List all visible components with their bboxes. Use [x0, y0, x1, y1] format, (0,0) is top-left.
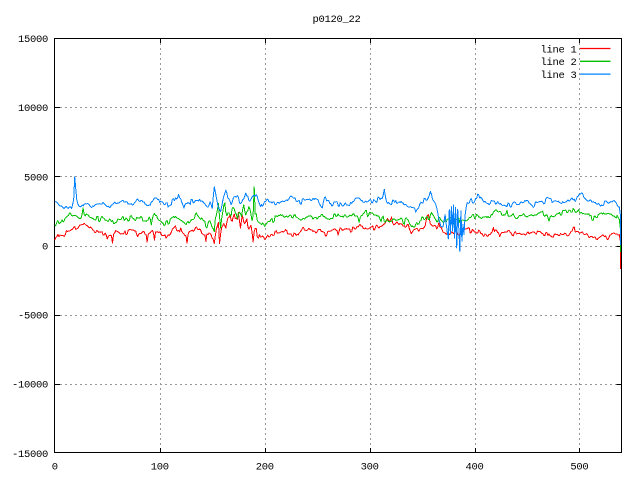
svg-text:line 2: line 2 [540, 57, 576, 69]
svg-text:-15000: -15000 [12, 449, 48, 461]
svg-text:5000: 5000 [24, 172, 48, 184]
svg-text:line 1: line 1 [540, 44, 576, 56]
svg-text:400: 400 [465, 462, 483, 474]
svg-text:0: 0 [42, 241, 48, 253]
svg-text:100: 100 [151, 462, 169, 474]
svg-text:10000: 10000 [18, 103, 48, 115]
svg-text:p0120_22: p0120_22 [312, 14, 360, 26]
svg-text:-5000: -5000 [18, 311, 48, 323]
svg-text:15000: 15000 [18, 34, 48, 46]
svg-text:300: 300 [361, 462, 379, 474]
svg-text:0: 0 [52, 462, 58, 474]
svg-text:500: 500 [570, 462, 588, 474]
svg-text:line 3: line 3 [540, 70, 576, 82]
svg-text:-10000: -10000 [12, 380, 48, 392]
svg-text:200: 200 [256, 462, 274, 474]
